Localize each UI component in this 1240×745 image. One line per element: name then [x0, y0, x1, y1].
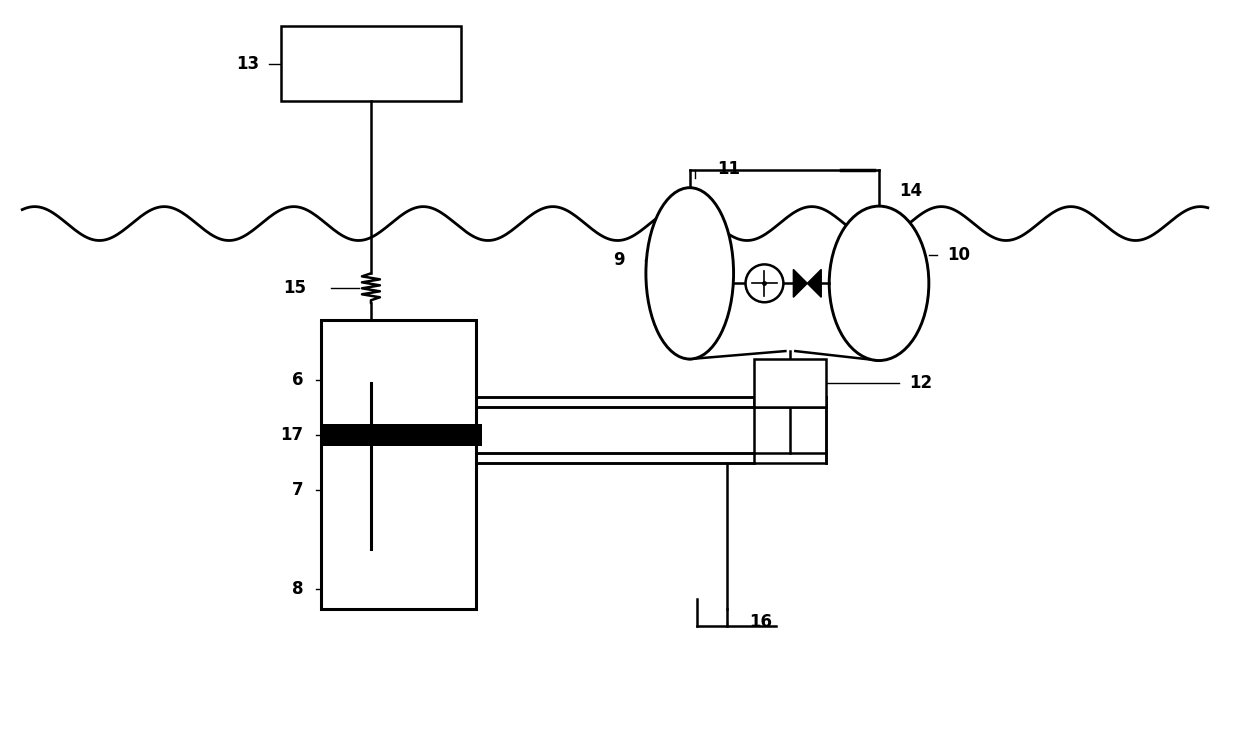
Text: 13: 13 [237, 55, 259, 73]
Ellipse shape [646, 188, 734, 359]
Ellipse shape [830, 206, 929, 361]
Bar [321, 424, 481, 446]
Text: 12: 12 [909, 374, 932, 392]
Text: 14: 14 [899, 182, 923, 200]
Circle shape [745, 264, 784, 302]
Text: 15: 15 [283, 279, 306, 297]
Bar [281, 26, 460, 101]
Text: 11: 11 [718, 159, 740, 178]
Text: 17: 17 [280, 425, 304, 444]
Polygon shape [794, 270, 807, 297]
Text: 8: 8 [291, 580, 304, 598]
Text: 10: 10 [947, 247, 970, 264]
Polygon shape [807, 270, 821, 297]
Text: 7: 7 [291, 481, 304, 498]
Text: 6: 6 [291, 371, 304, 389]
Bar [754, 359, 826, 407]
Bar [321, 320, 476, 609]
Text: 9: 9 [614, 251, 625, 270]
Text: 16: 16 [749, 613, 773, 631]
